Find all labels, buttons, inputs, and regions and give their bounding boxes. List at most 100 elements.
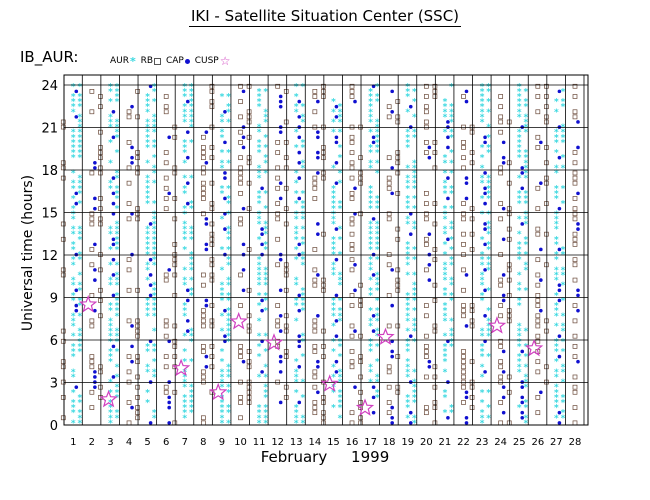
rb-mark [209, 180, 215, 186]
aur-mark: * [554, 133, 559, 143]
aur-mark: * [405, 215, 410, 225]
cusp-point [264, 333, 284, 351]
rb-mark [246, 400, 252, 405]
aur-mark: * [480, 342, 485, 352]
aur-mark: * [338, 317, 343, 327]
aur-mark: * [226, 149, 231, 159]
rb-mark [209, 231, 215, 237]
aur-mark: * [145, 388, 150, 398]
cap-mark [297, 252, 302, 257]
aur-mark: * [443, 205, 448, 215]
aur-mark: * [375, 296, 380, 306]
aur-mark: * [263, 118, 268, 128]
aur-mark: * [412, 225, 417, 235]
rb-mark [172, 323, 178, 329]
cap-mark [557, 421, 562, 425]
rb-mark [135, 405, 140, 410]
rb-mark [321, 328, 326, 334]
cap-mark [223, 252, 227, 257]
cap-mark [427, 145, 432, 150]
rb-mark [283, 328, 289, 334]
aur-mark: * [554, 388, 559, 398]
rb-mark [469, 359, 475, 365]
rb-mark [544, 379, 549, 385]
rb-mark [126, 257, 132, 263]
rb-mark [432, 405, 438, 410]
aur-mark: * [523, 210, 528, 220]
aur-mark: * [220, 118, 225, 128]
rb-mark [498, 277, 504, 283]
aur-mark: * [331, 363, 336, 373]
rb-mark [246, 395, 252, 400]
aur-mark: * [78, 174, 83, 184]
cap-mark [111, 375, 116, 379]
aur-mark: * [263, 266, 268, 276]
rb-mark [423, 242, 429, 247]
aur-mark: * [182, 373, 187, 383]
aur-mark: * [257, 92, 262, 102]
aur-mark: * [338, 404, 343, 414]
aur-mark: * [189, 108, 194, 118]
aur-mark: * [331, 388, 336, 398]
aur-mark: * [182, 398, 187, 408]
cap-mark [483, 268, 487, 272]
rb-mark [461, 211, 466, 217]
cap-mark [334, 293, 339, 298]
aur-mark: * [189, 409, 194, 419]
rb-mark [201, 420, 206, 426]
aur-mark: * [480, 347, 485, 357]
x-tick-label: 24 [494, 437, 507, 448]
rb-mark [572, 257, 578, 263]
cap-mark [501, 293, 506, 298]
aur-mark: * [78, 271, 83, 281]
cap-mark [353, 329, 357, 333]
aur-mark: * [189, 82, 194, 92]
rb-mark [209, 104, 215, 110]
aur-mark: * [486, 332, 491, 342]
aur-mark: * [449, 82, 454, 92]
aur-mark: * [517, 286, 522, 296]
aur-mark: * [152, 251, 157, 261]
cap-mark [241, 252, 246, 257]
aur-mark: * [561, 409, 566, 419]
aur-mark: * [561, 368, 566, 378]
aur-mark: * [338, 113, 343, 123]
aur-mark: * [257, 317, 262, 327]
chart-title: IKI - Satellite Situation Center (SSC) [188, 7, 462, 27]
cap-mark [297, 364, 302, 369]
rb-mark [98, 129, 103, 135]
aur-mark: * [115, 347, 120, 357]
aur-mark: * [443, 215, 448, 225]
aur-mark: * [517, 98, 522, 108]
rb-mark [60, 124, 66, 130]
aur-mark: * [338, 353, 343, 363]
rb-mark [172, 338, 178, 344]
aur-mark: * [78, 393, 83, 403]
rb-mark [60, 119, 66, 125]
rb-mark [469, 216, 475, 222]
aur-mark: * [263, 143, 268, 153]
rb-mark [506, 277, 512, 283]
cap-mark [427, 155, 432, 160]
grid-lines [63, 74, 589, 426]
aur-mark: * [517, 245, 522, 255]
cap-mark [371, 329, 376, 333]
rb-mark [312, 349, 318, 354]
aur-mark: * [257, 220, 262, 230]
aur-mark: * [115, 87, 120, 97]
rb-mark [201, 150, 206, 155]
cap-mark [111, 135, 116, 140]
aur-mark: * [294, 281, 299, 291]
aur-mark: * [405, 337, 410, 347]
aur-mark: * [517, 251, 522, 261]
rb-mark [126, 369, 132, 375]
cap-mark [167, 405, 171, 410]
aur-mark: * [300, 103, 305, 113]
aur-mark: * [375, 98, 380, 108]
aur-mark: * [108, 322, 113, 332]
cap-mark [111, 109, 116, 114]
aur-mark: * [523, 159, 528, 169]
rb-mark [358, 155, 363, 161]
aur-mark: * [405, 271, 410, 281]
